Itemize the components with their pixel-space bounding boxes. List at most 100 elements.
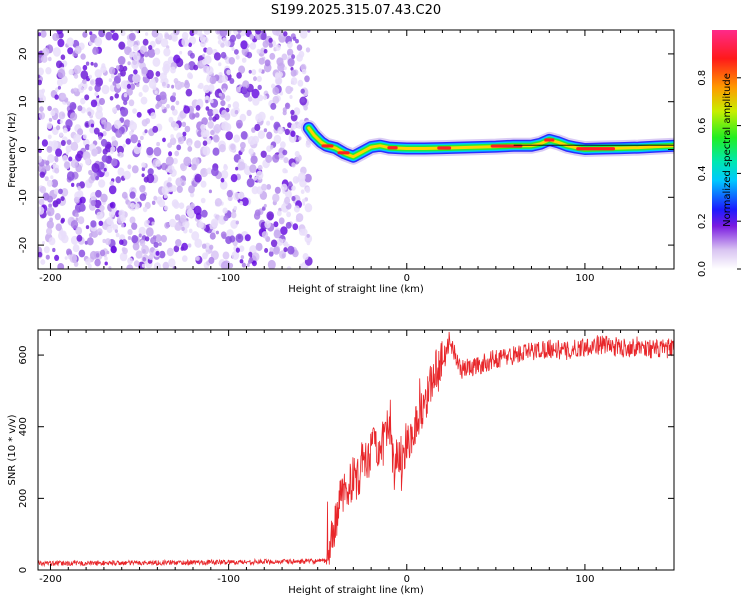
noise-speckle — [188, 185, 195, 194]
noise-speckle — [260, 150, 267, 158]
noise-speckle — [88, 86, 93, 92]
noise-speckle — [266, 131, 273, 140]
noise-speckle — [108, 78, 113, 83]
noise-speckle — [47, 195, 53, 203]
noise-speckle — [240, 141, 246, 149]
noise-speckle — [211, 220, 218, 228]
noise-speckle — [57, 85, 62, 90]
noise-speckle — [238, 65, 246, 74]
noise-speckle — [214, 198, 222, 207]
noise-speckle — [263, 128, 268, 133]
noise-speckle — [94, 91, 99, 97]
noise-speckle — [295, 213, 304, 223]
noise-speckle — [126, 264, 134, 269]
noise-speckle — [206, 66, 214, 75]
noise-speckle — [130, 134, 138, 144]
noise-speckle — [38, 164, 46, 174]
noise-speckle — [248, 251, 253, 257]
noise-speckle — [173, 245, 180, 253]
noise-speckle — [88, 74, 93, 79]
noise-speckle — [129, 51, 135, 58]
noise-speckle — [109, 180, 114, 186]
noise-speckle — [221, 75, 228, 83]
noise-speckle — [67, 47, 74, 55]
noise-speckle — [75, 217, 79, 222]
noise-speckle — [263, 203, 267, 208]
noise-speckle — [115, 232, 120, 238]
noise-speckle — [163, 194, 168, 199]
noise-speckle — [194, 140, 202, 149]
noise-speckle — [174, 214, 181, 221]
noise-speckle — [246, 178, 255, 188]
noise-speckle — [87, 263, 92, 269]
noise-speckle — [152, 125, 159, 133]
noise-speckle — [291, 162, 296, 168]
noise-speckle — [90, 99, 98, 108]
noise-speckle — [164, 205, 169, 211]
noise-speckle — [189, 112, 196, 120]
noise-speckle — [70, 112, 78, 121]
noise-speckle — [120, 107, 129, 117]
noise-speckle — [38, 112, 46, 120]
noise-speckle — [50, 175, 54, 180]
noise-speckle — [66, 171, 75, 181]
snr-series-line — [38, 331, 674, 568]
noise-speckle — [104, 261, 108, 266]
noise-speckle — [181, 37, 190, 47]
noise-speckle — [251, 88, 260, 99]
noise-speckle — [133, 69, 138, 75]
noise-speckle — [72, 244, 80, 253]
noise-speckle — [266, 211, 275, 221]
noise-speckle — [281, 53, 288, 61]
noise-speckle — [134, 203, 140, 210]
y-tick-label: 0 — [18, 146, 29, 152]
noise-speckle — [102, 238, 106, 244]
noise-speckle — [162, 137, 166, 143]
noise-speckle — [284, 102, 291, 110]
noise-speckle — [46, 220, 54, 229]
noise-speckle — [270, 239, 278, 248]
noise-speckle — [272, 154, 280, 163]
noise-speckle — [120, 223, 125, 228]
noise-speckle — [208, 256, 215, 265]
noise-speckle — [172, 92, 176, 97]
noise-speckle — [183, 105, 191, 114]
noise-speckle — [249, 164, 257, 174]
noise-speckle — [175, 177, 183, 187]
noise-speckle — [78, 203, 86, 212]
noise-speckle — [56, 78, 64, 87]
noise-speckle — [77, 128, 84, 136]
noise-speckle — [43, 246, 50, 254]
noise-speckle — [200, 129, 207, 138]
noise-speckle — [246, 51, 253, 59]
noise-speckle — [76, 234, 83, 242]
noise-speckle — [138, 226, 146, 236]
noise-speckle — [272, 95, 280, 104]
noise-speckle — [85, 225, 90, 230]
noise-speckle — [251, 186, 259, 195]
noise-speckle — [111, 140, 119, 148]
noise-speckle — [287, 122, 292, 128]
noise-speckle — [100, 138, 108, 147]
noise-speckle — [293, 205, 300, 213]
noise-speckle — [191, 163, 197, 171]
noise-speckle — [73, 196, 79, 203]
noise-speckle — [136, 83, 140, 88]
noise-speckle — [137, 142, 142, 148]
noise-speckle — [106, 250, 110, 255]
noise-speckle — [236, 72, 242, 79]
noise-speckle — [240, 255, 245, 260]
noise-speckle — [228, 57, 235, 65]
noise-speckle — [195, 256, 200, 261]
colorbar: 0.0 0.2 0.4 0.6 0.8 Normalized spectral ampl… — [697, 30, 741, 277]
noise-speckle — [120, 69, 126, 77]
noise-speckle — [187, 146, 193, 152]
noise-speckle — [98, 220, 104, 226]
y-tick-label: 600 — [18, 346, 29, 365]
noise-speckle — [89, 126, 95, 134]
noise-speckle — [56, 125, 61, 131]
noise-speckle — [166, 247, 174, 257]
noise-speckle — [213, 134, 220, 143]
noise-speckle — [208, 84, 215, 92]
noise-speckle — [46, 206, 55, 217]
